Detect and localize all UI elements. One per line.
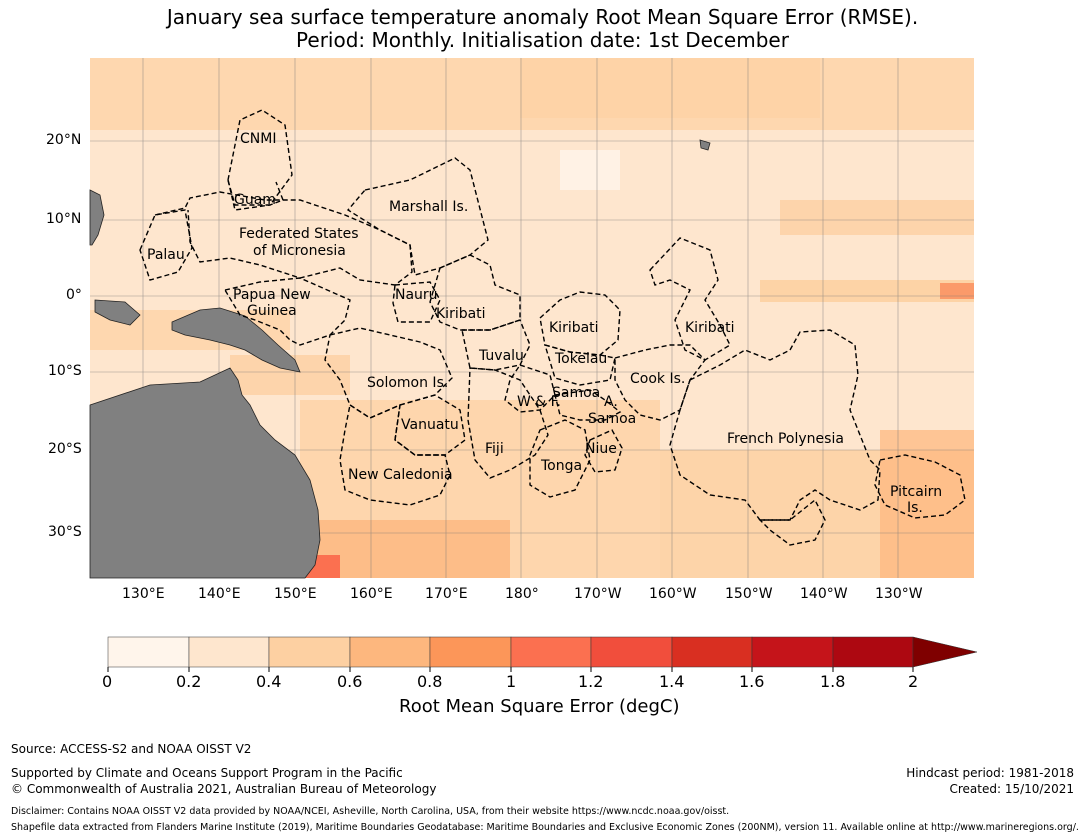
lon-label: 150°E xyxy=(274,586,317,602)
region-label-cnmi: CNMI xyxy=(240,131,277,147)
chart-title-line1: January sea surface temperature anomaly … xyxy=(166,5,919,29)
chart-title-line2: Period: Monthly. Initialisation date: 1s… xyxy=(296,28,789,52)
source-text: Source: ACCESS-S2 and NOAA OISST V2 xyxy=(11,742,252,756)
colorbar-tick-label: 0.8 xyxy=(417,672,443,691)
lat-label: 10°N xyxy=(46,211,82,227)
eez-fsm xyxy=(154,191,413,286)
eez-cnmi xyxy=(227,109,293,206)
colorbar-tick-label: 0 xyxy=(102,672,113,691)
region-label-fiji: Fiji xyxy=(485,441,504,457)
region-label-marshall: Marshall Is. xyxy=(389,199,469,215)
colorbar-tick-label: 2 xyxy=(908,672,919,691)
new-guinea-landmass xyxy=(171,307,301,373)
region-label-fsm-line2: of Micronesia xyxy=(253,243,346,259)
region-label-fsm-line1: Federated States xyxy=(239,226,359,242)
lon-label: 130°E xyxy=(122,586,165,602)
region-label-palau: Palau xyxy=(147,247,185,263)
colorbar-tick-label: 1.4 xyxy=(659,672,685,691)
lon-label: 160°E xyxy=(350,586,393,602)
eez-french-polynesia xyxy=(669,329,881,521)
land xyxy=(89,139,711,579)
region-label-new-caledonia: New Caledonia xyxy=(348,467,453,483)
copyright-text: © Commonwealth of Australia 2021, Austra… xyxy=(11,782,437,796)
lon-label: 160°W xyxy=(649,586,697,602)
region-label-tokelau: Tokelau xyxy=(555,351,608,367)
region-label-samoa: Samoa xyxy=(552,385,601,401)
shapefile-text: Shapefile data extracted from Flanders M… xyxy=(11,822,1079,833)
region-label-american-samoa: A. xyxy=(604,394,618,410)
eez-png xyxy=(223,277,351,346)
eez-new-caledonia xyxy=(339,403,451,506)
colorbar-tick-label: 1.8 xyxy=(820,672,846,691)
eez-austral xyxy=(758,498,826,546)
lon-label: 170°E xyxy=(425,586,468,602)
lat-label: 30°S xyxy=(48,524,82,540)
region-label-niue: Niue xyxy=(585,441,617,457)
eez-tonga xyxy=(529,419,591,498)
lat-label: 20°N xyxy=(46,132,82,148)
lat-label: 0° xyxy=(66,287,82,303)
colorbar-tick-label: 0.4 xyxy=(256,672,282,691)
lon-label: 140°E xyxy=(198,586,241,602)
lon-label: 130°W xyxy=(875,586,923,602)
disclaimer-text: Disclaimer: Contains NOAA OISST V2 data … xyxy=(11,806,730,817)
colorbar-extend-arrow xyxy=(912,636,978,668)
region-label-solomon: Solomon Is. xyxy=(367,375,449,391)
region-label-vanuatu: Vanuatu xyxy=(401,417,459,433)
region-label-cook: Cook Is. xyxy=(630,371,686,387)
graticule xyxy=(90,58,974,578)
eez-kiribati-line xyxy=(649,237,731,361)
colorbar-tick-label: 1.2 xyxy=(578,672,604,691)
region-label-kiribati-gilbert: Kiribati xyxy=(436,306,486,322)
lon-label: 170°W xyxy=(574,586,622,602)
lon-label: 180° xyxy=(505,586,539,602)
eez-boundaries xyxy=(139,109,966,546)
australia-landmass xyxy=(89,367,321,579)
region-label-wallis-futuna: W & F. xyxy=(517,394,561,410)
hawaii-island xyxy=(699,139,711,151)
lat-label: 10°S xyxy=(48,363,82,379)
created-text: Created: 15/10/2021 xyxy=(949,782,1074,796)
region-label-pitcairn-line1: Pitcairn xyxy=(890,484,943,500)
colorbar xyxy=(107,636,978,672)
colorbar-title: Root Mean Square Error (degC) xyxy=(399,696,680,717)
region-label-kiribati-phoenix: Kiribati xyxy=(549,320,599,336)
eez-samoa xyxy=(554,389,622,421)
eez-niue xyxy=(584,429,623,473)
map-panel xyxy=(89,58,974,579)
eez-tokelau xyxy=(543,343,616,386)
colorbar-tick-label: 1.6 xyxy=(739,672,765,691)
eez-pitcairn xyxy=(874,454,966,519)
eez-nauru xyxy=(392,281,441,323)
eez-fiji xyxy=(467,367,549,479)
colorbar-tick-label: 0.2 xyxy=(176,672,202,691)
colorbar-tick-label: 0.6 xyxy=(337,672,363,691)
lat-label: 20°S xyxy=(48,441,82,457)
lon-label: 150°W xyxy=(725,586,773,602)
eez-guam xyxy=(227,179,284,211)
philippines-landmass xyxy=(89,189,105,246)
eez-wallis-futuna xyxy=(504,364,556,413)
support-text: Supported by Climate and Oceans Support … xyxy=(11,766,403,780)
region-label-nauru: Nauru xyxy=(395,287,438,303)
region-label-png-line1: Papua New xyxy=(233,287,311,303)
eez-palau xyxy=(139,209,193,281)
region-label-french-polynesia: French Polynesia xyxy=(727,431,844,447)
lon-label: 140°W xyxy=(800,586,848,602)
region-label-guam: Guam xyxy=(234,192,276,208)
region-label-kiribati-line: Kiribati xyxy=(685,320,735,336)
region-label-png-line2: Guinea xyxy=(247,303,297,319)
region-label-tonga: Tonga xyxy=(541,458,583,474)
region-label-pitcairn-line2: Is. xyxy=(907,500,923,516)
eez-kiribati-gilbert xyxy=(429,254,521,331)
region-label-samoa-2: Samoa xyxy=(588,411,637,427)
region-label-tuvalu: Tuvalu xyxy=(479,348,524,364)
colorbar-tick-label: 1 xyxy=(506,672,517,691)
maluku-islands xyxy=(94,299,141,326)
hindcast-text: Hindcast period: 1981-2018 xyxy=(906,766,1074,780)
